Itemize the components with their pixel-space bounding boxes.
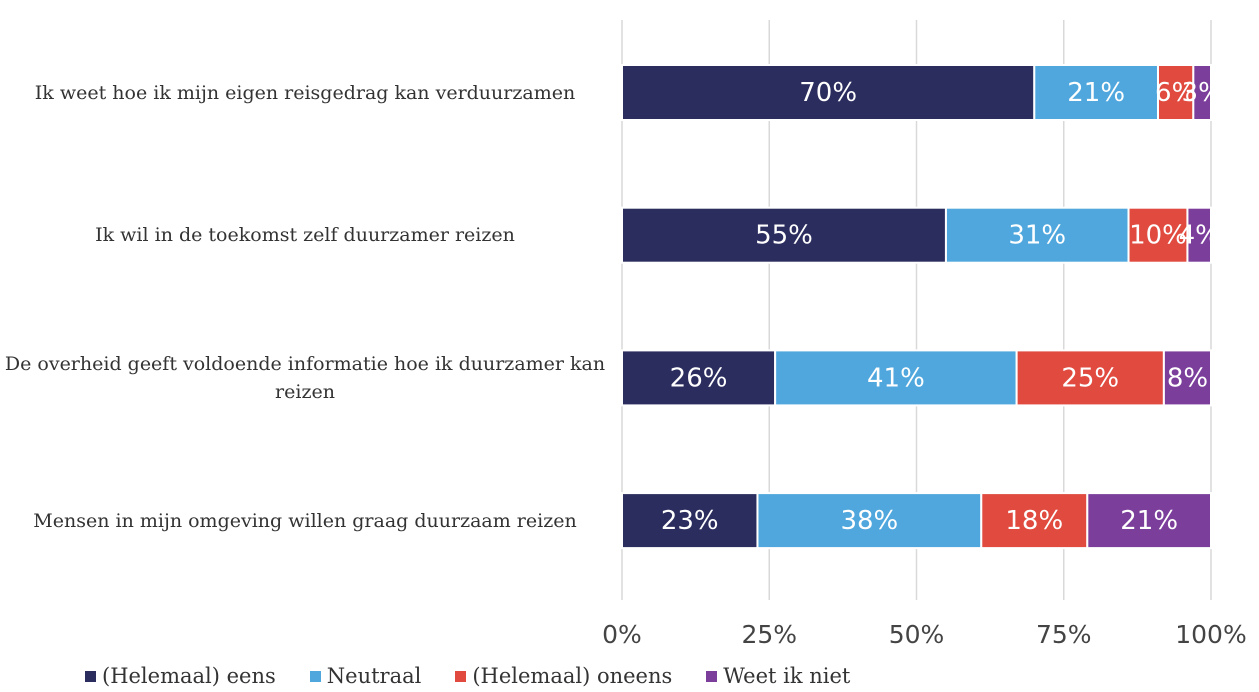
bar-segment bbox=[1186, 206, 1212, 264]
category-label: Mensen in mijn omgeving willen graag duu… bbox=[33, 509, 577, 532]
value-label: 18% bbox=[1005, 506, 1063, 536]
category-label: Ik wil in de toekomst zelf duurzamer rei… bbox=[95, 224, 515, 247]
legend-label: (Helemaal) eens bbox=[102, 664, 276, 688]
legend-item: Weet ik niet bbox=[706, 664, 850, 688]
x-tick-label: 50% bbox=[889, 620, 945, 649]
x-tick-label: 0% bbox=[602, 620, 642, 649]
x-tick-label: 100% bbox=[1175, 620, 1246, 649]
legend-item: (Helemaal) eens bbox=[85, 664, 276, 688]
legend-item: (Helemaal) oneens bbox=[455, 664, 672, 688]
legend-swatch bbox=[309, 670, 321, 682]
x-tick-label: 25% bbox=[741, 620, 797, 649]
legend-label: Weet ik niet bbox=[723, 664, 851, 688]
value-label: 21% bbox=[1120, 506, 1178, 536]
bar-segment bbox=[756, 492, 983, 550]
category-label: Ik weet hoe ik mijn eigen reisgedrag kan… bbox=[34, 81, 576, 104]
bar-segment bbox=[774, 349, 1018, 407]
value-label: 23% bbox=[661, 506, 719, 536]
value-label: 41% bbox=[867, 363, 925, 393]
x-tick-label: 75% bbox=[1036, 620, 1092, 649]
legend-swatch bbox=[455, 670, 467, 682]
bar-segment bbox=[1086, 492, 1213, 550]
value-label: 4% bbox=[1179, 221, 1220, 251]
bar-segment bbox=[621, 64, 1036, 121]
value-label: 26% bbox=[670, 363, 728, 393]
legend: (Helemaal) eens Neutraal (Helemaal) oneens… bbox=[85, 664, 850, 688]
value-label: 10% bbox=[1129, 221, 1187, 251]
value-label: 55% bbox=[755, 221, 813, 251]
value-label: 31% bbox=[1008, 221, 1066, 251]
bar-segment bbox=[1015, 349, 1165, 407]
value-label: 70% bbox=[799, 78, 857, 108]
value-label: 8% bbox=[1167, 363, 1208, 393]
value-label: 25% bbox=[1061, 363, 1119, 393]
bar-segment bbox=[621, 206, 947, 264]
value-label: 38% bbox=[840, 506, 898, 536]
category-label: De overheid geeft voldoende informatie h… bbox=[4, 352, 606, 403]
legend-swatch bbox=[706, 670, 718, 682]
bar-segment bbox=[1156, 64, 1195, 121]
legend-item: Neutraal bbox=[309, 664, 422, 688]
legend-swatch bbox=[85, 670, 96, 682]
value-label: 3% bbox=[1182, 78, 1223, 108]
bar-segment bbox=[1127, 206, 1189, 264]
legend-label: (Helemaal) oneens bbox=[472, 664, 673, 688]
bar-segment bbox=[621, 349, 777, 407]
bar-segment bbox=[1192, 64, 1212, 121]
value-label: 21% bbox=[1067, 78, 1125, 108]
bar-segment bbox=[1162, 349, 1213, 407]
bar-segment bbox=[1033, 64, 1159, 121]
bar-segment bbox=[944, 206, 1130, 264]
legend-label: Neutraal bbox=[326, 664, 422, 688]
value-label: 6% bbox=[1155, 78, 1196, 108]
